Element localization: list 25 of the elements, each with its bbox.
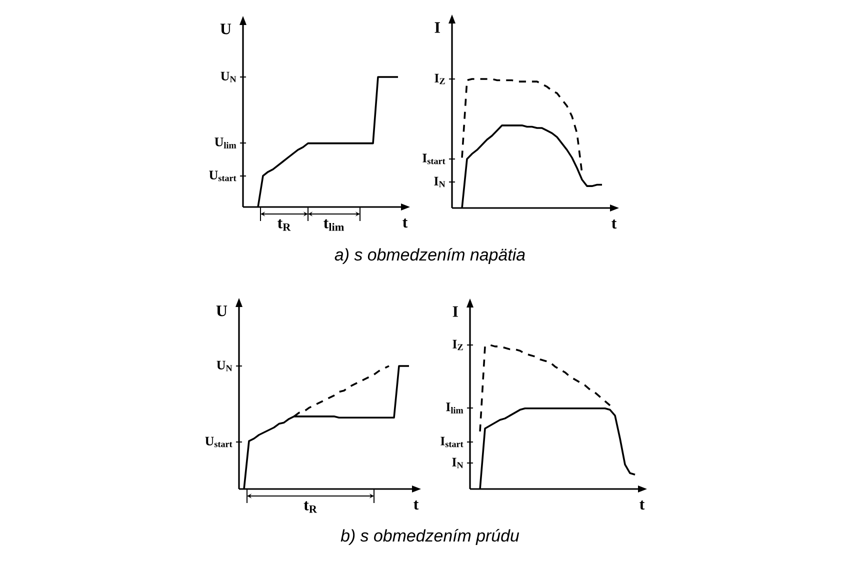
x-axis-title: t bbox=[402, 218, 408, 228]
y-axis-title: I bbox=[434, 22, 440, 33]
text: I$_{lim}$ bbox=[446, 402, 464, 414]
text: t$_{lim}$ bbox=[324, 219, 344, 231]
text: U$_{N}$ bbox=[220, 72, 236, 82]
y-axis-title: I bbox=[452, 306, 458, 317]
x-axis-title: t bbox=[612, 220, 617, 229]
text: b) s obmedzením prúdu bbox=[340, 529, 520, 545]
text: I$_{Z}$ bbox=[452, 340, 463, 350]
text: a) s obmedzením napätia bbox=[334, 248, 525, 264]
text: U$_{start}$ bbox=[205, 436, 232, 448]
y-axis-title: U bbox=[216, 306, 228, 316]
text: U$_{N}$ bbox=[216, 360, 232, 372]
text: I$_{N}$ bbox=[434, 176, 446, 188]
text: I$_{start}$ bbox=[422, 154, 446, 164]
text: t$_{R}$ bbox=[278, 219, 291, 231]
x-axis-title: t bbox=[414, 500, 419, 510]
text: t$_{R}$ bbox=[304, 501, 318, 513]
text: I$_{start}$ bbox=[440, 436, 464, 448]
y-axis-title: U bbox=[220, 24, 232, 34]
text: I$_{N}$ bbox=[452, 458, 464, 468]
text: U$_{start}$ bbox=[209, 170, 236, 182]
x-axis-title: t bbox=[640, 500, 645, 510]
text: I$_{Z}$ bbox=[434, 74, 445, 84]
text: U$_{lim}$ bbox=[214, 138, 236, 148]
